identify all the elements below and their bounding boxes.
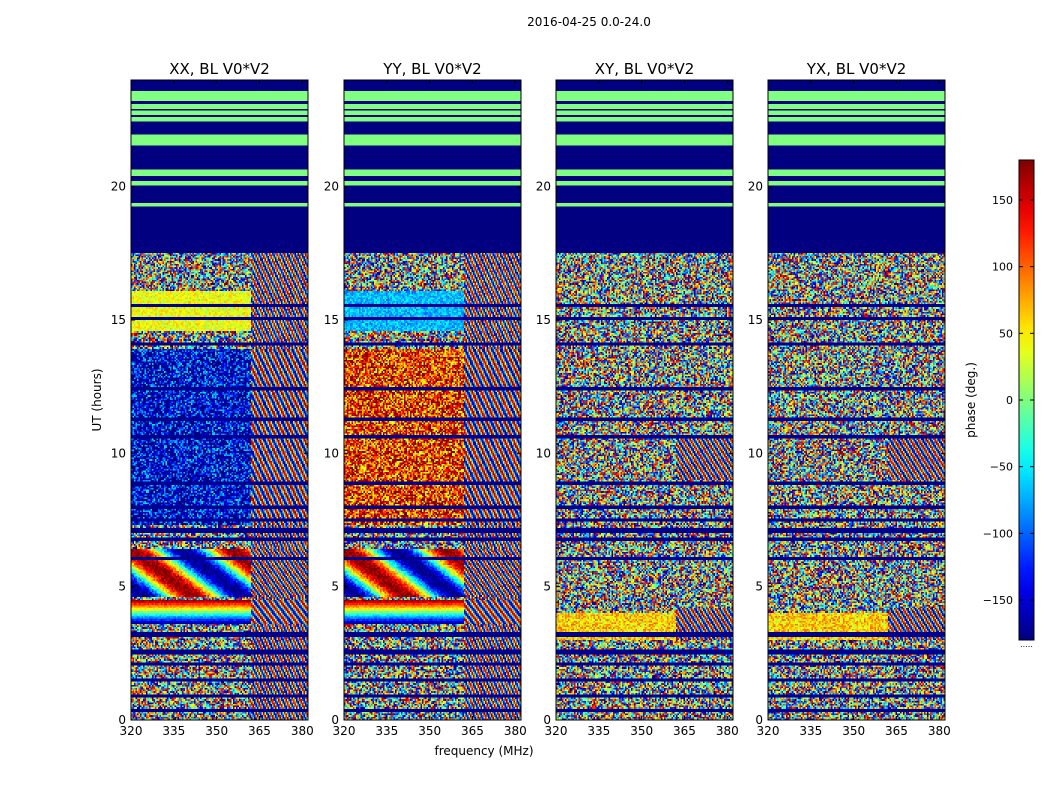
x-tick-label: 365 [461, 724, 484, 738]
y-tick-label: 5 [543, 580, 551, 594]
y-tick-label: 0 [331, 713, 339, 727]
x-tick-label: 335 [375, 724, 398, 738]
y-tick-label: 20 [536, 180, 551, 194]
x-tick-label: 365 [885, 724, 908, 738]
x-tick-label: 380 [928, 724, 951, 738]
y-tick-label: 10 [536, 446, 551, 460]
y-tick-label: 5 [755, 580, 763, 594]
panel-title: XX, BL V0*V2 [169, 60, 270, 78]
x-tick-label: 380 [291, 724, 314, 738]
x-tick-label: 320 [333, 724, 356, 738]
x-tick-label: 320 [545, 724, 568, 738]
y-tick-label: 0 [118, 713, 126, 727]
y-axis-label: UT (hours) [90, 368, 104, 431]
panel-yy: YY, BL V0*V2 320 335 350 365 380 0 5 10 15 20 [324, 60, 527, 738]
y-tick-label: 15 [536, 313, 551, 327]
x-tick-label: 335 [162, 724, 185, 738]
panel-title: YY, BL V0*V2 [382, 60, 481, 78]
x-tick-label: 350 [630, 724, 653, 738]
x-tick-label: 365 [673, 724, 696, 738]
y-tick-label: 0 [755, 713, 763, 727]
panel-frame [767, 79, 946, 721]
colorbar-tick-label: −150 [983, 594, 1013, 607]
x-tick-label: 350 [842, 724, 865, 738]
y-tick-label: 5 [118, 580, 126, 594]
heatmap-xx [131, 80, 308, 720]
x-axis-label: frequency (MHz) [434, 744, 533, 758]
x-tick-label: 380 [716, 724, 739, 738]
colorbar-tick-label: 50 [999, 327, 1013, 340]
x-tick-label: 335 [799, 724, 822, 738]
heatmap-yy [344, 80, 521, 720]
colorbar-tick-label: 100 [992, 261, 1013, 274]
x-tick-label: 350 [418, 724, 441, 738]
colorbar: 150 100 50 0 −50 −100 −150 phase (deg.)..... [964, 159, 1035, 649]
panel-xx: XX, BL V0*V2 320 335 350 365 380 0 5 10 15 20 [111, 60, 314, 738]
y-tick-label: 20 [324, 180, 339, 194]
colorbar-label: phase (deg.) [964, 362, 978, 438]
panel-title: XY, BL V0*V2 [595, 60, 695, 78]
colorbar-tick-label: −100 [983, 527, 1013, 540]
suptitle: 2016-04-25 0.0-24.0 [527, 15, 651, 29]
colorbar-footer: ..... [1020, 640, 1033, 649]
y-tick-label: 20 [111, 180, 126, 194]
panel-xy: XY, BL V0*V2 320 335 350 365 380 0 5 10 15 20 [536, 60, 739, 738]
y-tick-label: 10 [748, 446, 763, 460]
panel-frame [343, 79, 522, 721]
y-tick-label: 15 [324, 313, 339, 327]
heatmap-yx [768, 80, 945, 720]
y-tick-label: 5 [331, 580, 339, 594]
x-tick-label: 320 [120, 724, 143, 738]
heatmap-xy [556, 80, 733, 720]
panel-frame [130, 79, 309, 721]
x-tick-label: 380 [504, 724, 527, 738]
x-tick-label: 350 [205, 724, 228, 738]
y-tick-label: 10 [324, 446, 339, 460]
panel-yx: YX, BL V0*V2 320 335 350 365 380 0 5 10 15 20 [748, 60, 951, 738]
colorbar-tick-label: 150 [992, 194, 1013, 207]
y-tick-label: 20 [748, 180, 763, 194]
y-tick-label: 10 [111, 446, 126, 460]
panel-frame [555, 79, 734, 721]
panel-title: YX, BL V0*V2 [806, 60, 907, 78]
y-tick-label: 15 [748, 313, 763, 327]
colorbar-tick-label: −50 [990, 461, 1013, 474]
x-tick-label: 320 [757, 724, 780, 738]
y-tick-label: 15 [111, 313, 126, 327]
x-tick-label: 335 [587, 724, 610, 738]
y-tick-label: 0 [543, 713, 551, 727]
colorbar-tick-label: 0 [1006, 394, 1013, 407]
x-tick-label: 365 [248, 724, 271, 738]
